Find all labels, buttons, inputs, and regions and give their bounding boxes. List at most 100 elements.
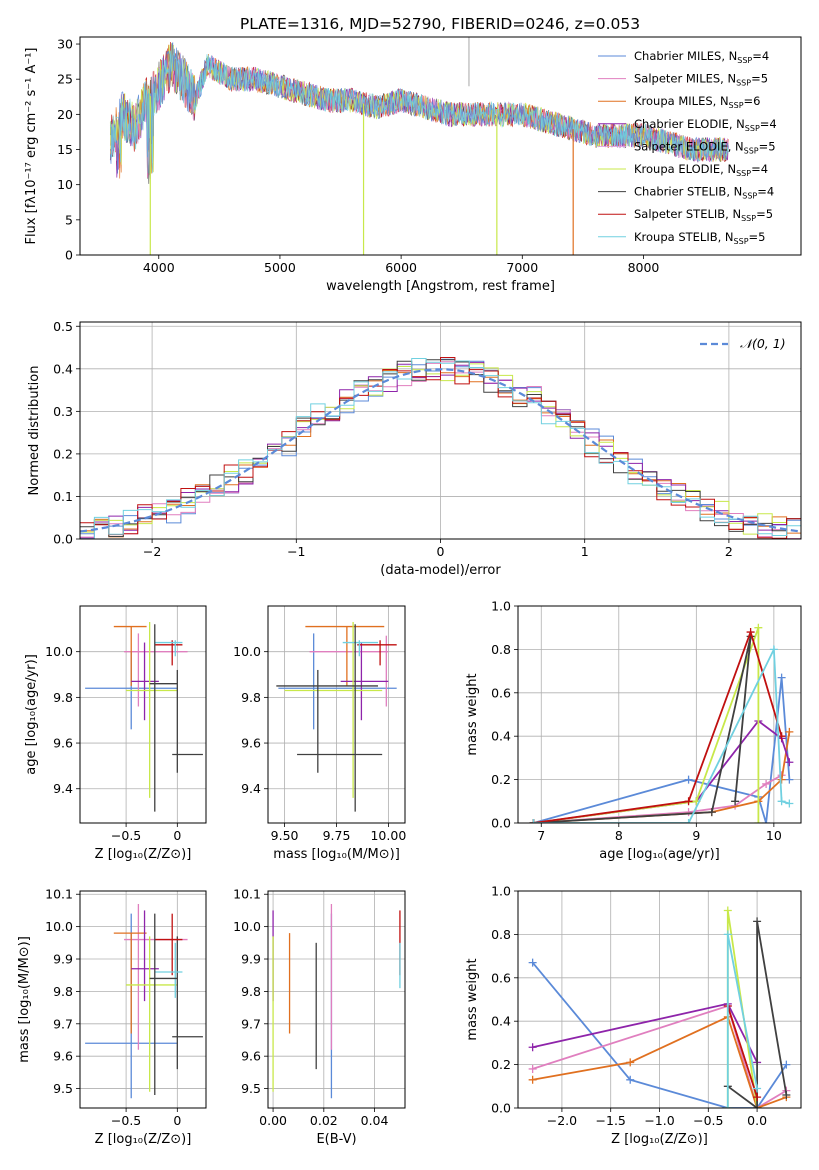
weight-marker bbox=[777, 775, 786, 784]
x-tick-label: 10.00 bbox=[370, 828, 406, 843]
legend-model-name: Chabrier ELODIE, N bbox=[634, 117, 745, 131]
x-tick-label: 8000 bbox=[628, 260, 660, 275]
x-tick-label: 6000 bbox=[385, 260, 417, 275]
x-tick-label: −0.5 bbox=[111, 1113, 141, 1128]
error-bar-point bbox=[154, 942, 183, 998]
legend-subscript: SSP bbox=[729, 101, 744, 110]
weight-series-line bbox=[726, 1005, 758, 1098]
axes-frame bbox=[79, 36, 802, 256]
error-bar-point bbox=[172, 936, 203, 1070]
y-tick-label: 0.8 bbox=[491, 642, 511, 657]
y-tick-label: 9.4 bbox=[53, 781, 73, 796]
y-axis-label: mass weight bbox=[465, 673, 480, 755]
weight-marker bbox=[785, 775, 794, 784]
x-axis-label: Z [log₁₀(Z/Z⊙)] bbox=[611, 1132, 708, 1147]
y-tick-label: 9.4 bbox=[241, 781, 261, 796]
weight-series-line bbox=[532, 1004, 787, 1108]
error-bar-point bbox=[113, 625, 147, 686]
legend-subscript: SSP bbox=[736, 79, 751, 88]
error-bar-point bbox=[297, 669, 383, 773]
y-tick-label: 0.2 bbox=[491, 772, 511, 787]
error-bar-point bbox=[276, 624, 379, 812]
mass-vs-reddening-plot: 0.00 0.02 0.04 9.5 9.6 9.7 9.8 9.9 10.0 10.1 E(B-V… bbox=[233, 887, 406, 1147]
weight-marker bbox=[762, 779, 771, 788]
data-layer bbox=[109, 37, 729, 255]
y-tick-label: 9.7 bbox=[53, 1016, 73, 1031]
legend-model-name: Salpeter STELIB, N bbox=[634, 207, 741, 221]
age-vs-mass-plot: 9.50 9.75 10.00 9.4 9.6 9.8 10.0 mass [log₁₀(M/… bbox=[233, 605, 406, 862]
y-tick-label: 0.0 bbox=[491, 1101, 511, 1116]
x-tick-label: −0.5 bbox=[693, 1113, 723, 1128]
legend-nssp: =5 bbox=[756, 207, 773, 221]
legend-label: Chabrier MILES, NSSP=4 bbox=[634, 49, 769, 65]
y-tick-label: 9.8 bbox=[53, 690, 73, 705]
weight-marker bbox=[626, 1058, 635, 1067]
mass-vs-metallicity-plot: −0.5 0 9.5 9.6 9.7 9.8 9.9 10.0 10.1 Z [log₁₀(Z/Z… bbox=[17, 887, 207, 1147]
legend-nssp: =6 bbox=[744, 94, 761, 108]
weight-marker bbox=[753, 917, 762, 926]
x-tick-label: 0.0 bbox=[747, 1113, 767, 1128]
axes: −0.5 0 9.4 9.6 9.8 10.0 Z [log₁₀(Z/Z⊙)] age [lo… bbox=[24, 644, 191, 862]
weight-marker bbox=[785, 727, 794, 736]
axes: 9.50 9.75 10.00 9.4 9.6 9.8 10.0 mass [log₁₀(M/… bbox=[233, 644, 406, 862]
axes-frame bbox=[517, 890, 802, 1109]
legend-label: Kroupa ELODIE, NSSP=4 bbox=[634, 162, 768, 178]
x-axis-label: Z [log₁₀(Z/Z⊙)] bbox=[95, 847, 192, 862]
legend: 𝒩(0, 1) bbox=[700, 336, 786, 351]
y-tick-label: 9.9 bbox=[53, 952, 73, 967]
residual-histogram: −2 −1 0 1 2 0.0 0.1 0.2 0.3 0.4 0.5 (data-model)/er… bbox=[27, 319, 802, 578]
error-bar-point bbox=[126, 621, 178, 798]
error-bar-point bbox=[305, 625, 385, 686]
x-tick-label: 7 bbox=[537, 828, 545, 843]
weight-marker bbox=[528, 1043, 537, 1052]
y-tick-label: 10.0 bbox=[45, 644, 73, 659]
legend-nssp: =4 bbox=[760, 117, 777, 131]
x-axis-label: wavelength [Angstrom, rest frame] bbox=[326, 279, 555, 294]
y-tick-label: 0.2 bbox=[491, 1057, 511, 1072]
legend-nssp: =4 bbox=[757, 185, 774, 199]
y-tick-label: 0.0 bbox=[491, 816, 511, 831]
y-tick-label: 0.1 bbox=[53, 489, 73, 504]
y-axis-label: age [log₁₀(age/yr)] bbox=[24, 654, 39, 775]
axes-frame bbox=[79, 605, 207, 824]
spectrum-line bbox=[109, 50, 729, 174]
legend-model-name: Salpeter ELODIE, N bbox=[634, 139, 744, 153]
weight-marker bbox=[746, 628, 755, 637]
axes-frame bbox=[79, 321, 802, 540]
data-layer bbox=[276, 621, 397, 812]
legend-nssp: =5 bbox=[751, 72, 768, 86]
y-tick-label: 9.6 bbox=[241, 1049, 261, 1064]
y-tick-label: 0 bbox=[65, 248, 73, 263]
weight-marker bbox=[723, 930, 732, 939]
error-bar-point bbox=[309, 635, 389, 707]
legend-subscript: SSP bbox=[745, 124, 760, 133]
data-layer bbox=[85, 621, 203, 812]
y-tick-label: 9.8 bbox=[53, 984, 73, 999]
x-tick-label: 9 bbox=[692, 828, 700, 843]
weight-series-line bbox=[727, 921, 788, 1108]
y-tick-label: 20 bbox=[57, 107, 73, 122]
x-tick-label: −0.5 bbox=[111, 828, 141, 843]
error-bar-point bbox=[342, 640, 379, 657]
y-tick-label: 5 bbox=[65, 212, 73, 227]
x-tick-label: 0 bbox=[173, 828, 181, 843]
x-tick-label: −2.0 bbox=[547, 1113, 577, 1128]
axes-frame bbox=[267, 605, 406, 824]
data-layer bbox=[80, 357, 801, 539]
error-bar-point bbox=[126, 936, 178, 1092]
age-vs-metallicity-plot: −0.5 0 9.4 9.6 9.8 10.0 Z [log₁₀(Z/Z⊙)] age [lo… bbox=[24, 605, 207, 862]
y-tick-label: 0.5 bbox=[53, 319, 73, 334]
figure-title: PLATE=1316, MJD=52790, FIBERID=0246, z=0… bbox=[240, 15, 640, 33]
x-tick-label: −1.0 bbox=[644, 1113, 674, 1128]
weight-marker bbox=[723, 1104, 732, 1108]
error-bar-point bbox=[124, 633, 188, 707]
weight-marker bbox=[753, 1093, 762, 1102]
x-tick-label: −1 bbox=[287, 544, 305, 559]
legend-label: Salpeter ELODIE, NSSP=5 bbox=[634, 139, 776, 155]
weight-marker bbox=[731, 797, 740, 806]
axes-frame bbox=[267, 890, 406, 1109]
x-tick-label: 10 bbox=[766, 828, 782, 843]
axes: −2 −1 0 1 2 0.0 0.1 0.2 0.3 0.4 0.5 (data-model)/er… bbox=[27, 319, 733, 578]
y-tick-label: 30 bbox=[57, 37, 73, 52]
y-axis-label: mass weight bbox=[465, 958, 480, 1040]
